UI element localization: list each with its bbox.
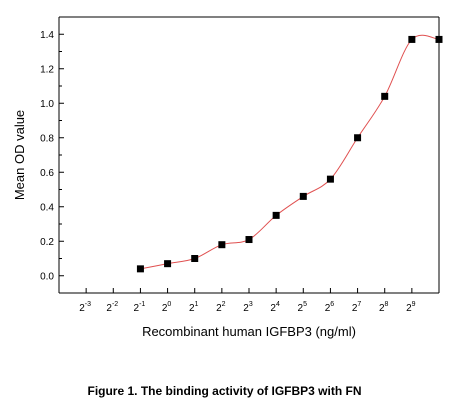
data-point-marker	[191, 255, 199, 262]
x-tick-exponent: 4	[276, 301, 280, 308]
fit-curve	[140, 34, 440, 270]
x-tick-base: 2	[298, 303, 304, 314]
data-point-marker	[435, 35, 443, 43]
data-point-marker	[218, 241, 226, 249]
x-tick-exponent: 3	[249, 301, 253, 308]
x-tick-label: 29	[406, 301, 416, 314]
x-tick-exponent: 8	[385, 301, 389, 308]
data-point-marker	[299, 192, 307, 200]
x-tick-label: 28	[379, 301, 389, 314]
x-tick-base: 2	[270, 303, 276, 314]
y-tick-label: 0.6	[40, 168, 54, 179]
x-tick-exponent: -1	[139, 301, 145, 308]
x-tick-label: 26	[325, 301, 335, 314]
x-tick-exponent: 7	[357, 301, 361, 308]
x-tick-base: 2	[379, 303, 385, 314]
y-tick-label: 0.8	[40, 133, 54, 144]
x-tick-base: 2	[189, 303, 195, 314]
x-tick-label: 27	[352, 301, 362, 314]
x-tick-exponent: 6	[330, 301, 334, 308]
x-tick-base: 2	[162, 303, 168, 314]
x-tick-base: 2	[352, 303, 358, 314]
x-tick-label: 22	[216, 301, 226, 314]
x-tick-exponent: -3	[85, 301, 91, 308]
x-tick-label: 23	[243, 301, 253, 314]
chart: 0.00.20.40.60.81.01.21.42-3 2-2 2-1 20 21 22 2…	[12, 16, 443, 339]
x-tick-base: 2	[243, 303, 249, 314]
y-tick-label: 1.2	[40, 64, 54, 75]
y-tick-label: 1.4	[40, 30, 54, 41]
data-point-marker	[136, 265, 144, 273]
x-tick-base: 2	[216, 303, 222, 314]
data-point-marker	[245, 236, 253, 244]
y-axis-label: Mean OD value	[12, 110, 27, 200]
data-point-marker	[326, 175, 334, 183]
x-tick-base: 2	[134, 303, 140, 314]
x-axis-label: Recombinant human IGFBP3 (ng/ml)	[142, 324, 356, 339]
figure-caption: Figure 1. The binding activity of IGFBP3…	[87, 384, 362, 398]
data-point-marker	[164, 260, 172, 268]
chart-axes	[58, 16, 440, 294]
x-tick-exponent: -2	[112, 301, 118, 308]
x-tick-exponent: 9	[412, 301, 416, 308]
data-point-marker	[354, 134, 362, 142]
y-tick-label: 0.2	[40, 237, 54, 248]
data-point-marker	[272, 211, 280, 219]
x-tick-label: 2-3	[79, 301, 91, 314]
data-point-marker	[381, 92, 389, 100]
y-tick-label: 0.0	[40, 271, 54, 282]
x-tick-label: 2-1	[134, 301, 146, 314]
x-tick-label: 21	[189, 301, 199, 314]
x-tick-label: 25	[298, 301, 308, 314]
x-tick-exponent: 2	[222, 301, 226, 308]
x-tick-exponent: 0	[167, 301, 171, 308]
x-tick-label: 2-2	[106, 301, 118, 314]
chart-ticks: 0.00.20.40.60.81.01.21.42-3 2-2 2-1 20 21 22 2…	[40, 30, 416, 314]
x-tick-exponent: 1	[195, 301, 199, 308]
data-points	[136, 35, 443, 273]
x-tick-base: 2	[325, 303, 331, 314]
x-tick-exponent: 5	[303, 301, 307, 308]
data-point-marker	[408, 35, 416, 43]
x-tick-base: 2	[106, 303, 112, 314]
x-tick-label: 20	[162, 301, 172, 314]
x-tick-base: 2	[79, 303, 85, 314]
x-tick-label: 24	[270, 301, 280, 314]
x-tick-base: 2	[406, 303, 412, 314]
y-tick-label: 0.4	[40, 202, 54, 213]
y-tick-label: 1.0	[40, 99, 54, 110]
